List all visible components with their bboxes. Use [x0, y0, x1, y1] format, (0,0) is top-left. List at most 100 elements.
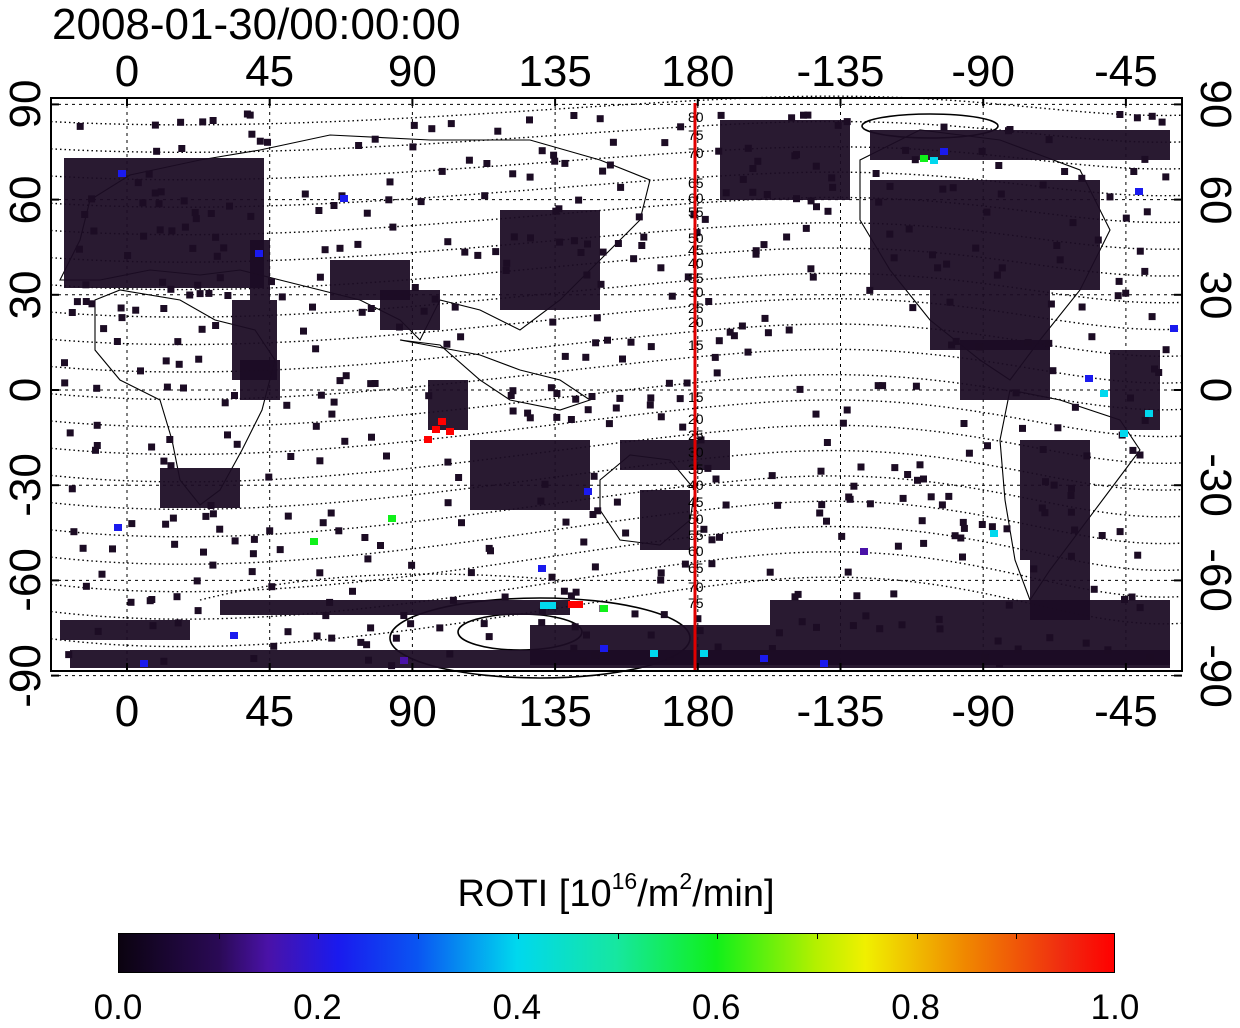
colorbar-tick-label: 0.0	[93, 988, 143, 1027]
roti-cell	[1039, 446, 1047, 453]
roti-cell	[65, 651, 73, 659]
roti-cell	[717, 111, 725, 119]
roti-cell	[1082, 639, 1090, 647]
roti-cell	[589, 511, 597, 518]
roti-cell	[890, 590, 898, 598]
roti-cell	[1005, 601, 1013, 609]
top-lon-tick-label: 90	[387, 47, 437, 96]
roti-cell	[1012, 389, 1020, 397]
roti-region	[470, 440, 590, 510]
roti-cell	[146, 597, 154, 605]
roti-cell	[684, 273, 692, 281]
roti-cell	[839, 419, 847, 427]
roti-high-cell	[860, 548, 868, 555]
roti-high-cell	[255, 250, 263, 257]
roti-cell	[927, 493, 935, 501]
roti-high-cell	[548, 602, 556, 609]
roti-cell	[313, 632, 321, 640]
roti-cell	[82, 281, 90, 289]
roti-cell	[567, 592, 575, 600]
roti-cell	[960, 420, 968, 427]
roti-cell	[635, 213, 643, 221]
roti-cell	[909, 304, 917, 312]
roti-cell	[916, 461, 924, 469]
roti-high-cell	[940, 148, 948, 155]
roti-cell	[364, 555, 372, 563]
roti-cell	[935, 615, 943, 623]
roti-cell	[326, 598, 334, 606]
top-lon-tick-label: 0	[114, 47, 140, 96]
roti-cell	[1067, 508, 1075, 516]
roti-region	[250, 240, 270, 300]
roti-cell	[198, 325, 206, 333]
roti-cell	[716, 533, 723, 541]
roti-high-cell	[920, 155, 928, 162]
roti-cell	[1054, 424, 1062, 432]
roti-region	[720, 120, 850, 200]
roti-cell	[605, 420, 613, 428]
roti-cell	[216, 274, 224, 282]
roti-cell	[317, 391, 325, 399]
roti-cell	[714, 643, 722, 651]
top-lon-tick-label: 135	[518, 47, 592, 96]
roti-cell	[1045, 339, 1053, 347]
roti-cell	[995, 162, 1003, 169]
roti-cell	[812, 162, 820, 170]
roti-cell	[946, 298, 954, 306]
roti-cell	[918, 517, 926, 525]
roti-cell	[248, 568, 256, 576]
roti-high-cell	[820, 660, 828, 667]
roti-cell	[174, 619, 182, 627]
roti-high-cell	[114, 524, 122, 531]
bottom-lon-tick-label: 180	[661, 687, 735, 736]
roti-cell	[264, 138, 271, 146]
roti-cell	[537, 497, 545, 505]
roti-cell	[823, 517, 830, 525]
roti-cell	[371, 135, 379, 143]
roti-cell	[180, 197, 188, 205]
roti-high-cell	[584, 488, 592, 495]
colorbar-tick-mark	[916, 934, 918, 939]
roti-cell	[355, 142, 363, 149]
roti-cell	[697, 436, 705, 444]
roti-cell	[936, 625, 944, 633]
roti-cell	[467, 569, 475, 577]
roti-cell	[622, 529, 630, 537]
roti-cell	[604, 336, 611, 344]
roti-cell	[137, 367, 144, 375]
roti-cell	[159, 278, 167, 286]
roti-cell	[316, 569, 324, 577]
roti-cell	[336, 244, 344, 252]
roti-region	[70, 650, 1170, 668]
roti-cell	[1046, 634, 1054, 642]
roti-cell	[93, 421, 101, 429]
roti-region	[1110, 350, 1160, 430]
roti-region	[160, 468, 240, 508]
roti-cell	[677, 123, 685, 131]
bottom-lon-tick-label: 0	[114, 687, 140, 736]
roti-cell	[764, 329, 772, 337]
roti-cell	[599, 167, 607, 175]
roti-cell	[194, 607, 202, 615]
roti-cell	[588, 393, 596, 400]
roti-cell	[812, 410, 820, 418]
roti-cell	[818, 501, 826, 509]
roti-cell	[614, 240, 622, 247]
roti-cell	[1069, 219, 1077, 227]
colorbar-tick-label: 0.4	[492, 988, 542, 1027]
roti-cell	[509, 407, 517, 415]
roti-cell	[408, 561, 416, 569]
roti-cell	[590, 472, 598, 480]
roti-cell	[1071, 526, 1079, 534]
roti-cell	[70, 528, 78, 536]
roti-cell	[266, 527, 274, 535]
roti-cell	[162, 357, 170, 365]
roti-cell	[312, 345, 320, 353]
roti-cell	[357, 638, 365, 646]
roti-cell	[100, 325, 108, 333]
roti-cell	[268, 278, 275, 286]
roti-cell	[1136, 604, 1144, 612]
roti-high-cell	[650, 650, 658, 657]
roti-cell	[920, 475, 927, 483]
roti-cell	[157, 188, 165, 196]
